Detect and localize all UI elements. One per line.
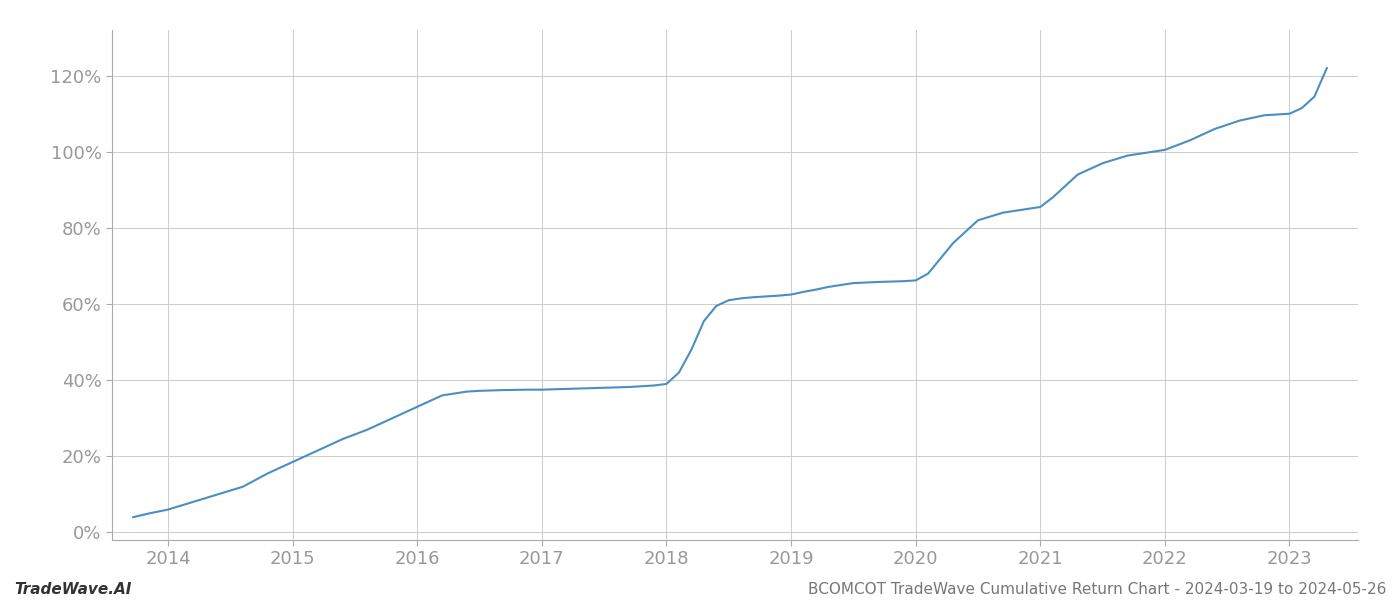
Text: BCOMCOT TradeWave Cumulative Return Chart - 2024-03-19 to 2024-05-26: BCOMCOT TradeWave Cumulative Return Char… — [808, 582, 1386, 597]
Text: TradeWave.AI: TradeWave.AI — [14, 582, 132, 597]
